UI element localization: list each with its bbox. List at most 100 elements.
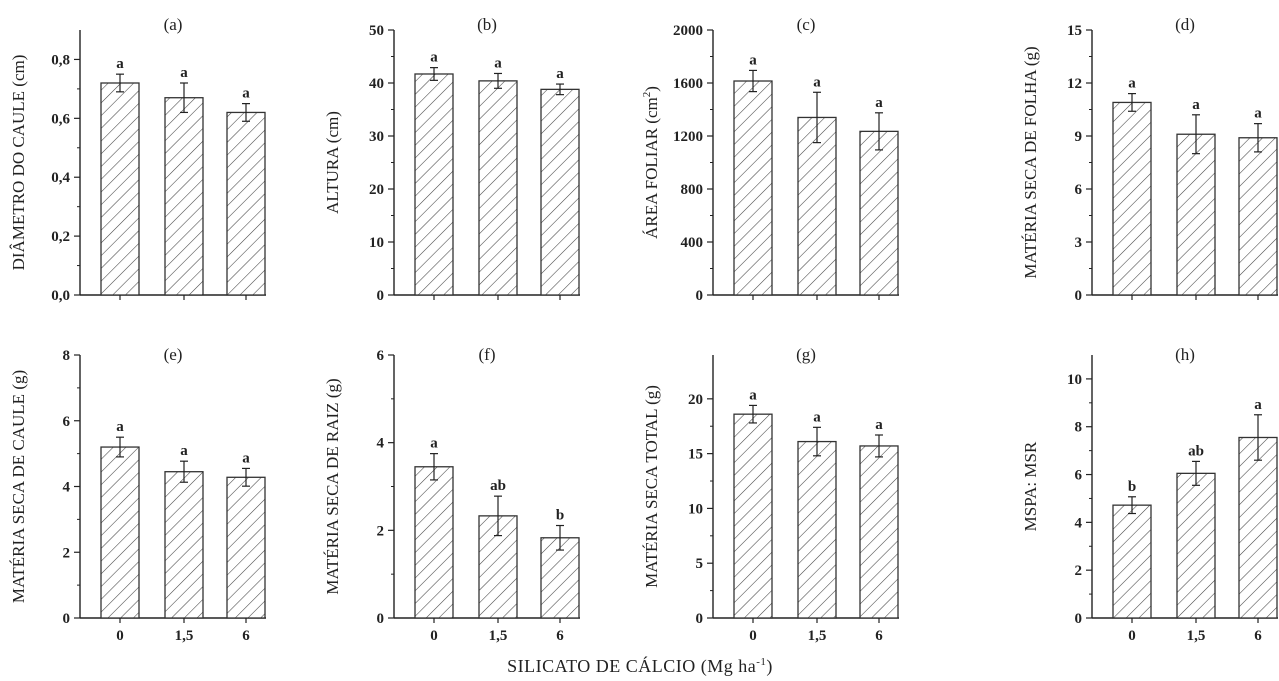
y-axis-title: MATÉRIA SECA DE FOLHA (g) bbox=[1021, 46, 1040, 278]
y-tick-label: 0 bbox=[1075, 288, 1083, 304]
significance-label: a bbox=[875, 95, 883, 111]
y-tick-label: 1200 bbox=[673, 129, 703, 145]
y-tick-label: 6 bbox=[63, 414, 71, 430]
x-tick-label: 1,5 bbox=[175, 628, 194, 644]
y-axis-title-main: DIÂMETRO DO CAULE (cm) bbox=[9, 55, 28, 271]
y-axis-title: ALTURA (cm) bbox=[323, 111, 342, 214]
panel-letter: (a) bbox=[164, 15, 183, 34]
y-tick-label: 0 bbox=[1075, 611, 1083, 627]
x-tick-label: 1,5 bbox=[1187, 628, 1206, 644]
x-tick-label: 6 bbox=[556, 628, 564, 644]
significance-label: a bbox=[749, 387, 757, 403]
y-tick-label: 2 bbox=[1075, 563, 1083, 579]
significance-label: a bbox=[813, 74, 821, 90]
bar bbox=[1238, 436, 1278, 619]
significance-label: ab bbox=[490, 478, 506, 494]
y-tick-label: 6 bbox=[377, 348, 385, 364]
y-axis-title-main: MATÉRIA SECA DE CAULE (g) bbox=[9, 370, 28, 603]
y-tick-label: 30 bbox=[369, 129, 384, 145]
bar bbox=[1176, 472, 1216, 619]
x-axis-title-main: SILICATO DE CÁLCIO (Mg ha bbox=[507, 655, 756, 677]
y-tick-label: 9 bbox=[1075, 129, 1083, 145]
y-tick-label: 4 bbox=[63, 480, 71, 496]
bar bbox=[540, 537, 580, 619]
panel-letter: (h) bbox=[1175, 345, 1195, 364]
x-tick-label: 0 bbox=[430, 628, 438, 644]
significance-label: a bbox=[1192, 97, 1200, 113]
y-axis-title-main: MATÉRIA SECA DE RAIZ (g) bbox=[323, 378, 342, 594]
chart-panel-5: 0 2 4 6 8 (e) MATÉRIA SECA DE CAULE (g) a 0 a 1,5 a… bbox=[9, 345, 266, 644]
y-axis-title: MSPA: MSR bbox=[1021, 441, 1040, 531]
y-axis-title-main: ALTURA (cm) bbox=[323, 111, 342, 214]
y-axis-title: ÁREA FOLIAR (cm2) bbox=[641, 86, 661, 239]
bar bbox=[1238, 137, 1278, 296]
bar bbox=[478, 80, 518, 296]
significance-label: b bbox=[1128, 479, 1136, 495]
bar bbox=[540, 88, 580, 296]
significance-label: a bbox=[180, 443, 188, 459]
y-tick-label: 20 bbox=[688, 392, 703, 408]
y-tick-label: 3 bbox=[1075, 235, 1083, 251]
bar bbox=[226, 111, 266, 296]
significance-label: a bbox=[242, 450, 250, 466]
y-tick-label: 0 bbox=[696, 611, 704, 627]
significance-label: a bbox=[1254, 106, 1262, 122]
bar bbox=[226, 476, 266, 619]
panel-letter: (c) bbox=[797, 15, 816, 34]
significance-label: a bbox=[813, 409, 821, 425]
panels: 0,0 0,2 0,4 0,6 0,8 (a) DIÂMETRO DO CAULE (cm)… bbox=[9, 15, 1278, 644]
bar bbox=[859, 130, 899, 296]
chart-panel-2: 0 10 20 30 40 50 (b) ALTURA (cm) a a a bbox=[323, 15, 580, 304]
y-axis-title-main: MSPA: MSR bbox=[1021, 441, 1040, 531]
y-tick-label: 15 bbox=[1067, 23, 1082, 39]
chart-panel-4: 0 3 6 9 12 15 (d) MATÉRIA SECA DE FOLHA (g) a a a bbox=[1021, 15, 1278, 304]
y-axis-title-main: MATÉRIA SECA TOTAL (g) bbox=[642, 385, 661, 588]
panel-letter: (f) bbox=[479, 345, 496, 364]
significance-label: a bbox=[430, 436, 438, 452]
significance-label: ab bbox=[1188, 443, 1204, 459]
x-tick-label: 1,5 bbox=[489, 628, 508, 644]
y-tick-label: 15 bbox=[688, 447, 703, 463]
x-tick-label: 0 bbox=[1128, 628, 1136, 644]
significance-label: a bbox=[875, 417, 883, 433]
y-tick-label: 0 bbox=[377, 288, 385, 304]
significance-label: a bbox=[430, 50, 438, 66]
panel-letter: (g) bbox=[796, 345, 816, 364]
significance-label: a bbox=[116, 56, 124, 72]
panel-letter: (d) bbox=[1175, 15, 1195, 34]
chart-panel-6: 0 2 4 6 (f) MATÉRIA SECA DE RAIZ (g) a 0 ab 1,5 b 6 bbox=[323, 345, 580, 644]
y-tick-label: 2000 bbox=[673, 23, 703, 39]
y-tick-label: 10 bbox=[1067, 372, 1082, 388]
y-tick-label: 10 bbox=[369, 235, 384, 251]
y-tick-label: 0 bbox=[63, 611, 71, 627]
chart-panel-7: 0 5 10 15 20 (g) MATÉRIA SECA TOTAL (g) a 0 a 1,5 a… bbox=[642, 345, 899, 644]
y-axis-title: DIÂMETRO DO CAULE (cm) bbox=[9, 55, 28, 271]
y-tick-label: 2 bbox=[63, 545, 71, 561]
x-tick-label: 1,5 bbox=[808, 628, 827, 644]
significance-label: a bbox=[1128, 76, 1136, 92]
y-tick-label: 5 bbox=[696, 556, 704, 572]
significance-label: a bbox=[749, 52, 757, 68]
bar bbox=[164, 471, 204, 619]
x-tick-label: 6 bbox=[875, 628, 883, 644]
y-tick-label: 50 bbox=[369, 23, 384, 39]
y-tick-label: 4 bbox=[1075, 515, 1083, 531]
x-axis-title-sup: -1 bbox=[756, 656, 766, 668]
bar bbox=[733, 413, 773, 619]
significance-label: a bbox=[556, 66, 564, 82]
bar bbox=[414, 466, 454, 619]
bar bbox=[100, 82, 140, 296]
panel-letter: (b) bbox=[477, 15, 497, 34]
bar bbox=[414, 73, 454, 296]
significance-label: a bbox=[1254, 397, 1262, 413]
y-tick-label: 40 bbox=[369, 76, 384, 92]
significance-label: a bbox=[116, 419, 124, 435]
y-axis-title-main: MATÉRIA SECA DE FOLHA (g) bbox=[1021, 46, 1040, 278]
x-axis-title: SILICATO DE CÁLCIO (Mg ha-1) bbox=[507, 655, 773, 677]
bar bbox=[1176, 133, 1216, 296]
y-tick-label: 20 bbox=[369, 182, 384, 198]
chart-panel-3: 0 400 800 1200 1600 2000 (c) ÁREA FOLIAR (cm2) a… bbox=[641, 15, 899, 304]
x-tick-label: 0 bbox=[116, 628, 124, 644]
y-tick-label: 400 bbox=[681, 235, 704, 251]
